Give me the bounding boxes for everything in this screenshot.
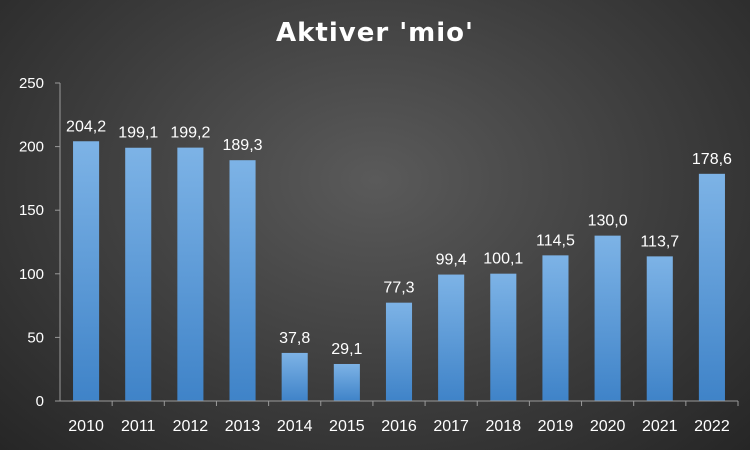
x-tick-label-2010: 2010: [68, 418, 104, 435]
x-axis: 2010 2011 2012 2013 2014 2015 2016 2017 2018 2019…: [60, 400, 739, 435]
data-label-2017: 99,4: [436, 252, 467, 269]
bar-2010: [73, 141, 100, 401]
bar-2015: [333, 363, 360, 401]
bars-layer: [73, 141, 725, 401]
data-label-2018: 100,1: [483, 251, 523, 268]
data-label-2014: 37,8: [279, 330, 310, 347]
bar-2012: [177, 147, 204, 401]
x-tick-label-2016: 2016: [381, 418, 417, 435]
data-label-2019: 114,5: [536, 232, 575, 249]
data-label-2013: 189,3: [223, 137, 263, 154]
y-tick-label: 250: [19, 75, 44, 92]
bar-2011: [125, 147, 152, 401]
y-tick-label: 0: [36, 393, 44, 410]
data-labels-layer: 204,2 199,1 199,2 189,3 37,8 29,1 77,3 99,4 100,…: [66, 118, 732, 358]
x-tick-label-2022: 2022: [694, 418, 730, 435]
data-label-2012: 199,2: [170, 125, 210, 142]
x-tick-label-2011: 2011: [121, 418, 156, 435]
data-label-2010: 204,2: [66, 118, 106, 135]
x-tick-label-2021: 2021: [642, 418, 678, 435]
x-tick-label-2020: 2020: [590, 418, 626, 435]
chart-title: Aktiver 'mio': [276, 18, 474, 48]
x-tick-label-2014: 2014: [277, 418, 313, 435]
x-tick-label-2019: 2019: [538, 418, 574, 435]
data-label-2021: 113,7: [640, 233, 679, 250]
y-axis: 0 50 100 150 200 250: [19, 75, 61, 410]
x-tick-label-2012: 2012: [173, 418, 209, 435]
bar-2021: [646, 256, 673, 401]
bar-2013: [229, 160, 256, 401]
y-tick-label: 150: [19, 202, 44, 219]
y-tick-label: 50: [27, 329, 44, 346]
bar-2018: [490, 273, 517, 401]
x-tick-label-2017: 2017: [433, 418, 469, 435]
data-label-2022: 178,6: [692, 151, 732, 168]
x-tick-label-2015: 2015: [329, 418, 365, 435]
bar-2022: [698, 173, 725, 401]
data-label-2020: 130,0: [588, 213, 628, 230]
x-tick-label-2013: 2013: [225, 418, 261, 435]
data-label-2015: 29,1: [331, 341, 362, 358]
bar-2014: [281, 352, 308, 401]
bar-2017: [438, 274, 465, 401]
x-tick-label-2018: 2018: [486, 418, 522, 435]
data-label-2011: 199,1: [118, 125, 158, 142]
data-label-2016: 77,3: [383, 280, 414, 297]
y-tick-label: 100: [19, 266, 44, 283]
bar-2016: [385, 302, 413, 401]
bar-2020: [594, 235, 621, 401]
y-tick-label: 200: [19, 139, 44, 156]
bar-2019: [542, 255, 569, 401]
